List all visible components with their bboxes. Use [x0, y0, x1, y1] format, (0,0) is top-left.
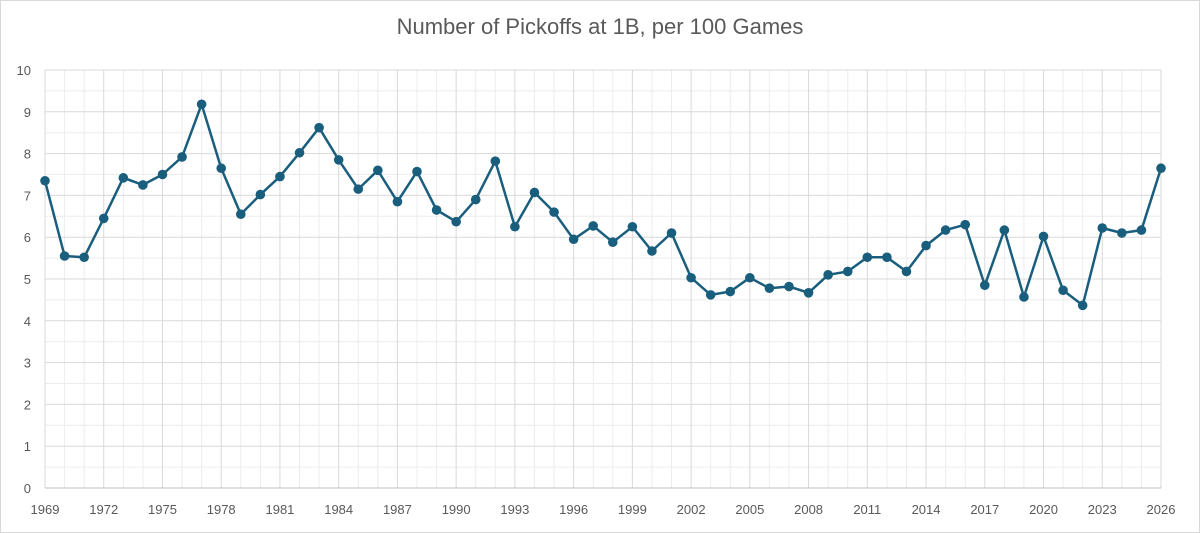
data-point — [842, 266, 853, 277]
data-point — [725, 286, 736, 297]
data-point — [686, 272, 696, 283]
x-tick-label: 2020 — [1029, 502, 1058, 517]
x-tick-label: 1990 — [442, 502, 471, 517]
x-tick-label: 1975 — [148, 502, 177, 517]
data-point — [451, 216, 461, 227]
data-point — [98, 213, 109, 224]
data-point — [940, 225, 951, 235]
data-point — [294, 147, 305, 158]
data-point — [549, 207, 559, 217]
data-point — [666, 228, 677, 238]
x-tick-label: 1987 — [383, 502, 412, 517]
data-point — [882, 252, 892, 263]
data-point — [705, 290, 716, 300]
data-point — [412, 166, 422, 177]
x-tick-label: 2023 — [1088, 502, 1117, 517]
y-tick-label: 7 — [24, 188, 31, 203]
y-tick-label: 6 — [24, 230, 31, 245]
x-tick-label: 2005 — [735, 502, 764, 517]
data-point — [510, 221, 520, 232]
data-point — [529, 187, 540, 198]
data-point — [1019, 292, 1029, 302]
y-tick-label: 3 — [24, 356, 31, 371]
data-point — [1058, 285, 1068, 296]
data-point — [823, 270, 833, 280]
y-tick-label: 8 — [24, 147, 31, 162]
data-point — [490, 156, 501, 166]
y-tick-label: 0 — [24, 481, 31, 496]
data-point — [59, 251, 70, 261]
data-point — [647, 246, 657, 256]
x-tick-label: 1993 — [500, 502, 529, 517]
x-tick-label: 1969 — [31, 502, 60, 517]
data-point — [607, 237, 618, 248]
y-tick-label: 4 — [24, 314, 31, 329]
x-tick-label: 2002 — [677, 502, 706, 517]
x-tick-label: 2014 — [912, 502, 941, 517]
data-point — [588, 221, 599, 231]
series-line — [43, 103, 1163, 307]
y-tick-label: 5 — [24, 272, 31, 287]
data-point — [1077, 300, 1088, 311]
x-tick-label: 2011 — [853, 502, 881, 517]
data-point — [745, 272, 755, 283]
data-point — [627, 221, 638, 232]
data-point — [314, 122, 324, 133]
data-point — [568, 234, 579, 245]
data-point — [764, 283, 775, 293]
data-point — [118, 173, 129, 183]
y-tick-label: 9 — [24, 105, 31, 120]
x-tick-label: 1984 — [324, 502, 353, 517]
data-point — [921, 240, 931, 251]
data-point — [177, 152, 187, 162]
x-tick-label: 2026 — [1147, 502, 1176, 517]
x-tick-label: 1996 — [559, 502, 588, 517]
data-point — [40, 175, 50, 186]
data-point — [255, 189, 266, 200]
data-point — [803, 287, 814, 298]
x-tick-label: 2008 — [794, 502, 823, 517]
x-tick-label: 2017 — [970, 502, 999, 517]
data-point — [784, 281, 794, 292]
data-point — [999, 225, 1010, 235]
data-point — [979, 280, 990, 291]
data-point — [157, 169, 168, 180]
data-point — [1136, 225, 1147, 235]
data-point — [138, 180, 148, 190]
x-tick-label: 1978 — [207, 502, 236, 517]
data-point — [470, 194, 481, 205]
data-point — [1156, 163, 1166, 174]
data-point — [333, 155, 344, 165]
data-point — [1038, 231, 1049, 242]
y-tick-label: 10 — [17, 63, 31, 78]
data-point — [196, 99, 207, 110]
data-point — [235, 209, 246, 220]
data-point — [901, 266, 912, 277]
data-point — [1097, 223, 1108, 233]
data-point — [353, 184, 364, 194]
y-tick-label: 2 — [24, 397, 31, 412]
data-point — [216, 163, 227, 174]
y-tick-label: 1 — [24, 439, 31, 454]
x-tick-label: 1972 — [89, 502, 118, 517]
chart-title: Number of Pickoffs at 1B, per 100 Games — [396, 14, 804, 39]
data-point — [392, 196, 403, 207]
x-tick-label: 1999 — [618, 502, 647, 517]
x-tick-label: 1981 — [265, 502, 294, 517]
data-point — [373, 165, 383, 176]
data-point — [862, 252, 873, 263]
data-point — [431, 205, 442, 215]
data-point — [79, 252, 89, 263]
data-point — [1117, 228, 1127, 238]
data-point — [275, 171, 285, 182]
data-point — [960, 219, 971, 230]
